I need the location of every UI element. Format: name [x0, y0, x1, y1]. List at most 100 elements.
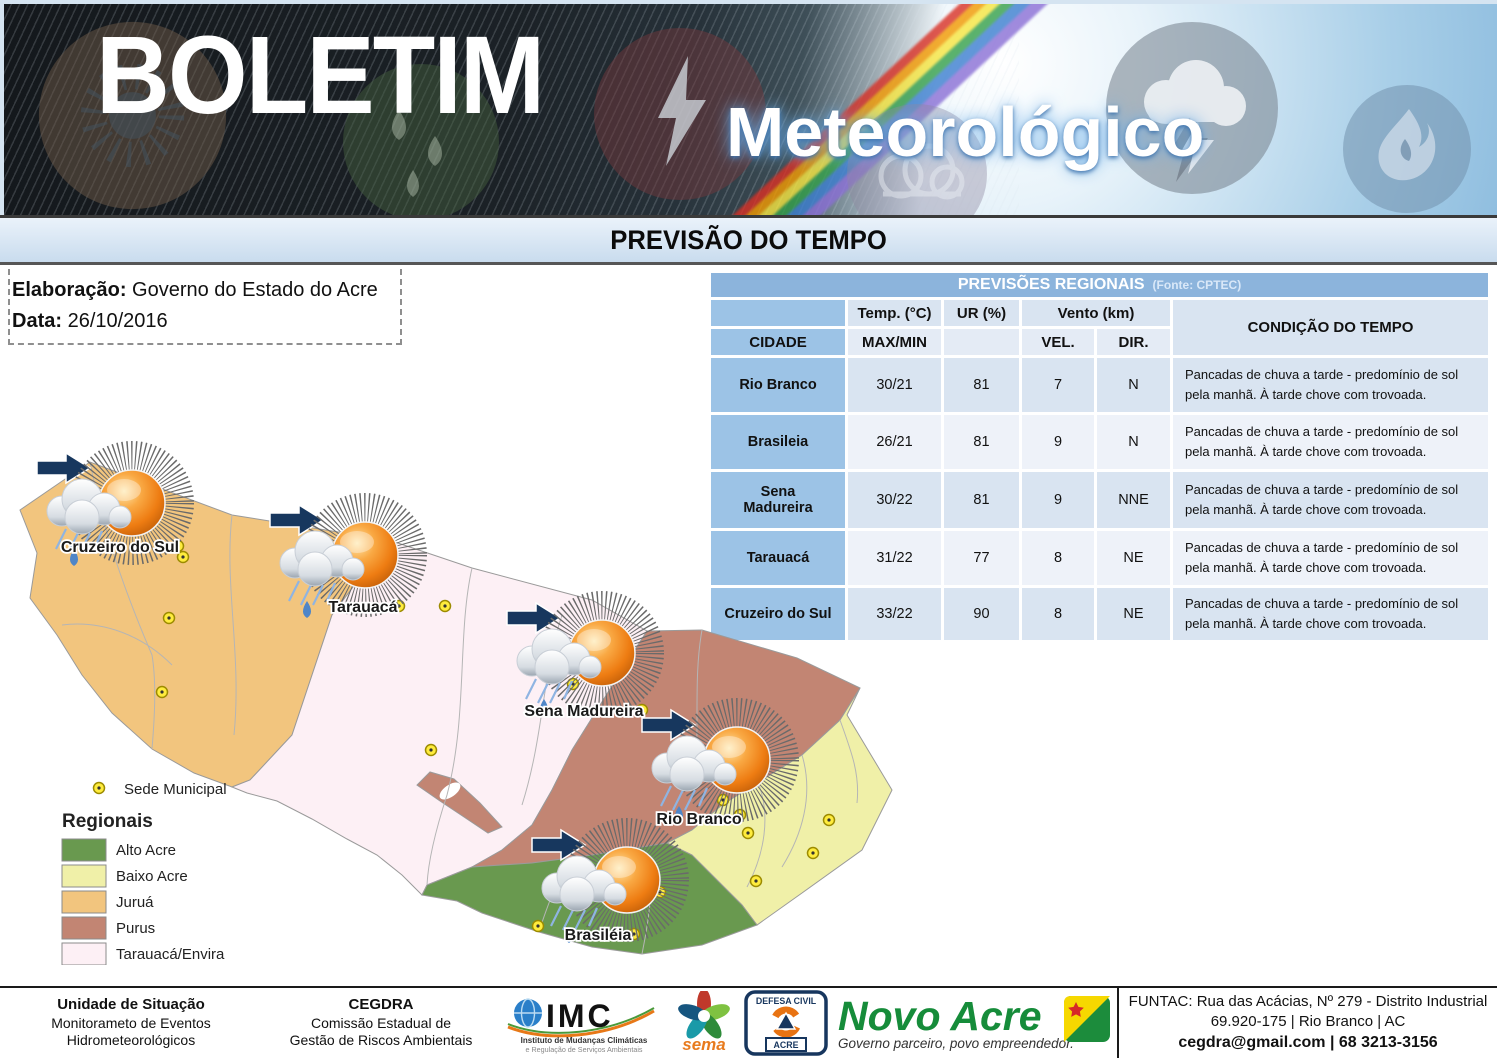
legend-sede-label: Sede Municipal	[124, 781, 227, 798]
vel-cell: 8	[1022, 531, 1094, 585]
imc-logo: IMC Instituto de Mudanças Climáticas e R…	[500, 991, 668, 1055]
header-vento: Vento (km)	[1022, 300, 1170, 326]
cegdra-line2: Comissão Estadual de	[310, 1014, 452, 1031]
legend-label-baixo-acre: Baixo Acre	[116, 868, 188, 885]
header-ur: UR (%)	[944, 300, 1019, 326]
legend-label-purus: Purus	[116, 920, 155, 937]
dir-cell: NE	[1097, 588, 1170, 640]
map-label-cruzeiro-do-sul: Cruzeiro do Sul	[61, 539, 179, 556]
map-legend: Sede Municipal Regionais Alto Acre Baixo…	[61, 781, 227, 966]
legend-label-alto-acre: Alto Acre	[116, 842, 176, 859]
flame-circle-icon	[1343, 85, 1471, 213]
map-label-tarauaca: Tarauacá	[328, 599, 397, 616]
legend-label-tarauaca-envira: Tarauacá/Envira	[116, 946, 225, 963]
data-line: Data: 26/10/2016	[12, 310, 400, 333]
forecast-grid: Temp. (°C) UR (%) Vento (km) CONDIÇÃO DO…	[711, 300, 1488, 640]
temp-cell: 30/22	[848, 472, 941, 528]
legend-title: Regionais	[62, 811, 153, 832]
city-cell: Sena Madureira	[711, 472, 845, 528]
map-label-sena-madureira: Sena Madureira	[524, 703, 643, 720]
city-cell: Cruzeiro do Sul	[711, 588, 845, 640]
city-name: Sena Madureira	[743, 484, 813, 516]
elaboration-box: Elaboração: Governo do Estado do Acre Da…	[8, 269, 402, 345]
header-vel: VEL.	[1022, 329, 1094, 355]
data-value: 26/10/2016	[62, 310, 168, 332]
legend-sede-icon	[92, 781, 106, 795]
header-cidade: CIDADE	[711, 329, 845, 355]
footer-bar: Unidade de Situação Monitorameto de Even…	[0, 986, 1497, 1058]
legend-swatch-jurua	[61, 890, 107, 914]
unidade-line2: Monitorameto de Eventos	[51, 1014, 211, 1031]
defesa-bottom-label: ACRE	[774, 1040, 799, 1050]
title-boletim: BOLETIM	[96, 14, 545, 137]
map-label-brasileia: Brasiléia	[565, 927, 632, 944]
vel-cell: 9	[1022, 472, 1094, 528]
regional-forecast-table: PREVISÕES REGIONAIS (Fonte: CPTEC) Temp.…	[711, 273, 1488, 640]
novo-acre-tagline: Governo parceiro, povo empreendedor.	[838, 1036, 1074, 1051]
legend-swatch-baixo-acre	[61, 864, 107, 888]
section-banner: PREVISÃO DO TEMPO	[0, 215, 1497, 265]
imc-line2: e Regulação de Serviços Ambientais	[525, 1045, 642, 1054]
sema-logo: sema	[668, 991, 740, 1055]
unidade-title: Unidade de Situação	[57, 996, 205, 1014]
cegdra-line3: Gestão de Riscos Ambientais	[289, 1032, 473, 1049]
table-title-bar: PREVISÕES REGIONAIS (Fonte: CPTEC)	[711, 273, 1488, 297]
lightning-circle-icon	[594, 28, 766, 200]
contact-email-phone: cegdra@gmail.com | 68 3213-3156	[1178, 1034, 1438, 1052]
condition-cell: Pancadas de chuva a tarde - predomínio d…	[1173, 531, 1488, 585]
acre-flag-icon	[1063, 996, 1110, 1042]
condition-cell: Pancadas de chuva a tarde - predomínio d…	[1173, 588, 1488, 640]
header-banner: BOLETIM Meteorológico	[0, 0, 1497, 215]
ur-cell: 81	[944, 358, 1019, 412]
vel-cell: 9	[1022, 415, 1094, 469]
ur-cell: 90	[944, 588, 1019, 640]
unidade-line3: Hidrometeorológicos	[66, 1032, 196, 1049]
elaboracao-value: Governo do Estado do Acre	[126, 279, 378, 301]
dir-cell: NE	[1097, 531, 1170, 585]
temp-cell: 30/21	[848, 358, 941, 412]
defesa-civil-logo: DEFESA CIVIL ACRE	[740, 990, 832, 1056]
legend-label-jurua: Juruá	[116, 894, 154, 911]
contact-city: 69.920-175 | Rio Branco | AC	[1210, 1013, 1406, 1031]
table-source: (Fonte: CPTEC)	[1152, 278, 1242, 292]
condition-cell: Pancadas de chuva a tarde - predomínio d…	[1173, 472, 1488, 528]
data-label: Data:	[12, 310, 63, 332]
novo-acre-name: Novo Acre	[838, 993, 1042, 1039]
novo-acre-logo: Novo Acre Governo parceiro, povo empreen…	[832, 990, 1117, 1056]
city-cell: Brasileia	[711, 415, 845, 469]
header-temp: Temp. (°C)	[848, 300, 941, 326]
cegdra-title: CEGDRA	[348, 996, 414, 1014]
contact-address: FUNTAC: Rua das Acácias, Nº 279 - Distri…	[1128, 992, 1488, 1010]
acre-regions-map: Cruzeiro do Sul Tarauacá Sena Madureira …	[2, 435, 912, 966]
header-dir: DIR.	[1097, 329, 1170, 355]
legend-swatch-alto-acre	[61, 838, 107, 862]
temp-cell: 31/22	[848, 531, 941, 585]
temp-cell: 33/22	[848, 588, 941, 640]
elaboracao-label: Elaboração:	[12, 279, 127, 301]
dir-cell: N	[1097, 415, 1170, 469]
table-title: PREVISÕES REGIONAIS	[957, 276, 1145, 293]
map-label-rio-branco: Rio Branco	[656, 811, 742, 828]
city-cell: Rio Branco	[711, 358, 845, 412]
title-meteorologico: Meteorológico	[726, 93, 1205, 171]
legend-swatch-tarauaca-envira	[61, 942, 107, 966]
cloud-circle-icon	[847, 104, 987, 215]
vel-cell: 7	[1022, 358, 1094, 412]
condition-cell: Pancadas de chuva a tarde - predomínio d…	[1173, 358, 1488, 412]
ur-cell: 81	[944, 415, 1019, 469]
city-cell: Tarauacá	[711, 531, 845, 585]
header-maxmin: MAX/MIN	[848, 329, 941, 355]
header-ur-empty	[944, 329, 1019, 355]
condition-cell: Pancadas de chuva a tarde - predomínio d…	[1173, 415, 1488, 469]
raindrops-circle-icon	[343, 64, 499, 215]
header-empty-cell	[711, 300, 845, 326]
ur-cell: 77	[944, 531, 1019, 585]
temp-cell: 26/21	[848, 415, 941, 469]
imc-name: IMC	[546, 998, 614, 1034]
region-purus-strip	[416, 771, 503, 834]
footer-cegdra: CEGDRA Comissão Estadual de Gestão de Ri…	[262, 996, 500, 1050]
header-condicao: CONDIÇÃO DO TEMPO	[1173, 300, 1488, 355]
footer-contact: FUNTAC: Rua das Acácias, Nº 279 - Distri…	[1117, 988, 1497, 1058]
sun-circle-icon	[38, 21, 227, 210]
